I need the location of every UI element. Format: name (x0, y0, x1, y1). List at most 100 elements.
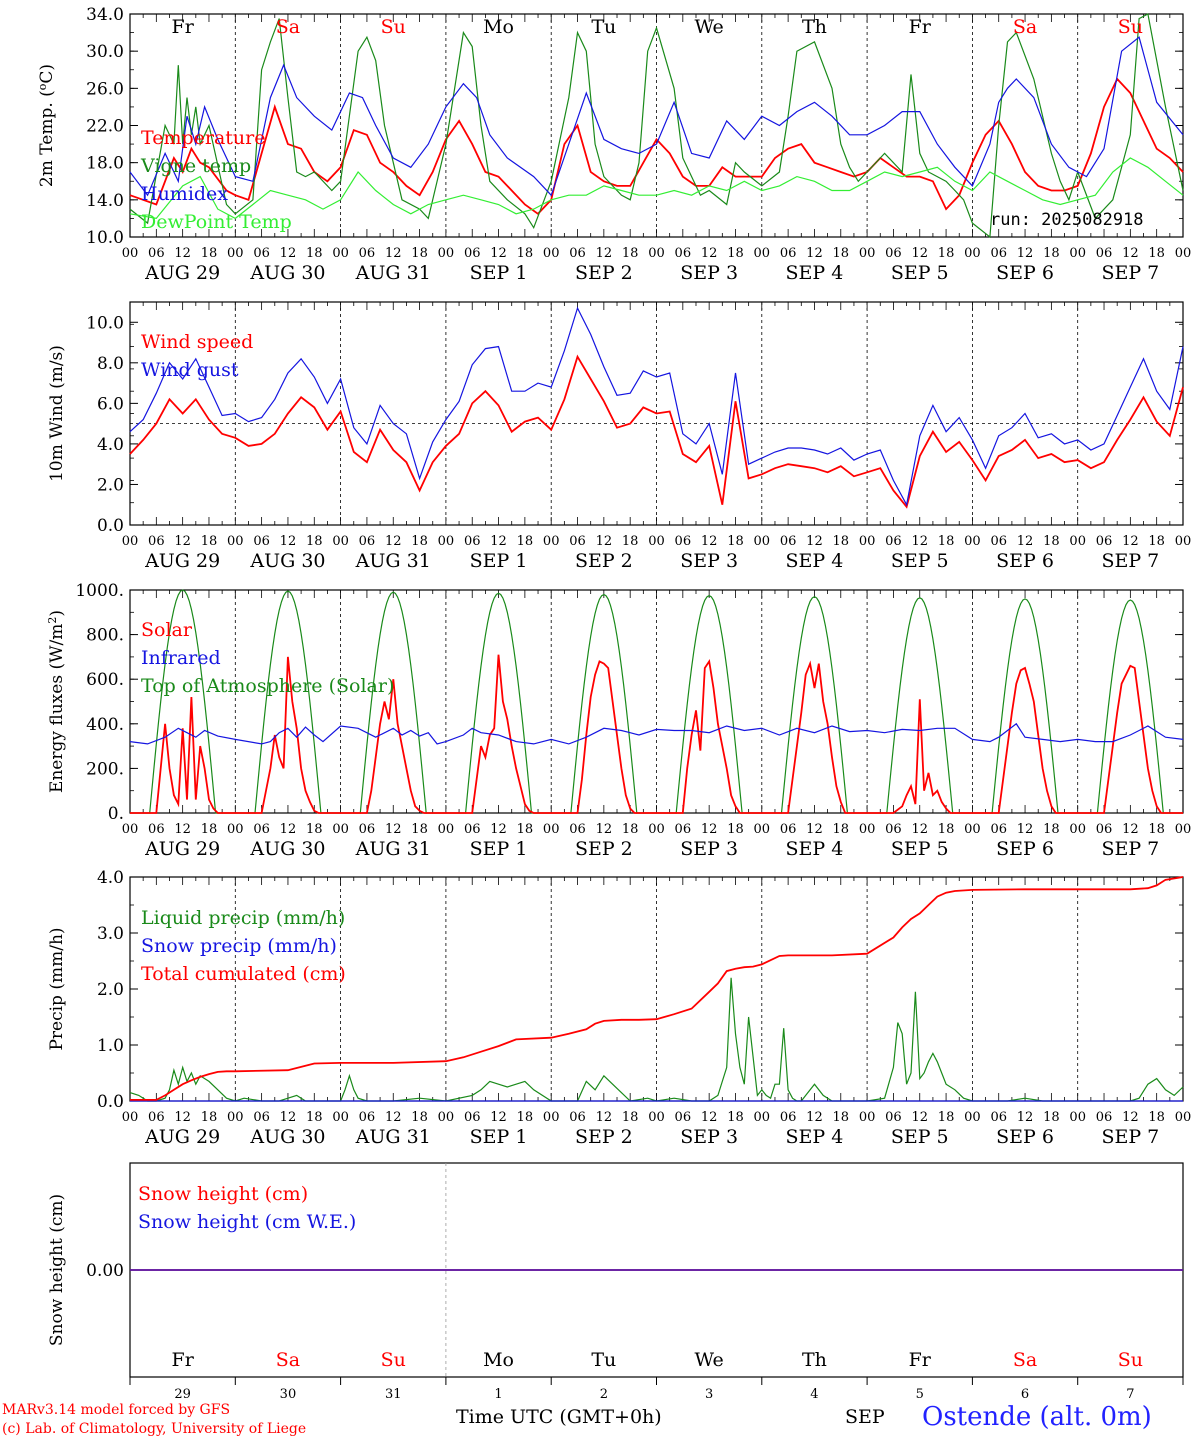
hour-tick-label: 12 (806, 246, 823, 261)
hour-tick-label: 00 (964, 1110, 981, 1125)
date-tick-label: AUG 30 (249, 550, 325, 572)
legend-entry: Humidex (141, 183, 228, 205)
legend-entry: Snow height (cm) (138, 1183, 308, 1205)
legend-entry: Snow precip (mm/h) (141, 935, 337, 957)
hour-tick-label: 12 (911, 246, 928, 261)
hour-tick-label: 06 (675, 1110, 692, 1125)
hour-tick-label: 00 (332, 534, 349, 549)
hour-tick-label: 18 (517, 1110, 534, 1125)
hour-tick-label: 06 (780, 534, 797, 549)
hour-tick-label: 12 (1122, 1110, 1139, 1125)
y-tick-label: 1.0 (97, 1036, 124, 1056)
hour-tick-label: 06 (780, 246, 797, 261)
hour-tick-label: 12 (911, 822, 928, 837)
weekday-label: We (695, 16, 724, 38)
hour-tick-label: 12 (806, 822, 823, 837)
hour-tick-label: 00 (859, 246, 876, 261)
y-tick-label: 0.0 (97, 1092, 124, 1112)
temperature-panel: 00 06 12 18 00 06 12 18 00 06 12 18 00 06 12 18 00 06 12 18… (36, 5, 1191, 284)
hour-tick-label: 00 (438, 534, 455, 549)
hour-tick-label: 12 (1122, 822, 1139, 837)
date-tick-label: SEP 1 (470, 550, 528, 572)
hour-tick-label: 12 (385, 1110, 402, 1125)
series-line-total-cumulated-cm (130, 876, 1184, 1101)
date-tick-label: SEP 1 (470, 262, 528, 284)
hour-tick-label: 00 (543, 1110, 560, 1125)
hour-tick-label: 12 (596, 822, 613, 837)
series-line-vigne-temp (129, 13, 1184, 239)
hour-tick-label: 12 (174, 822, 191, 837)
hour-tick-label: 00 (964, 822, 981, 837)
date-tick-label: SEP 4 (786, 262, 844, 284)
hour-tick-label: 06 (780, 1110, 797, 1125)
hour-tick-label: 06 (569, 1110, 586, 1125)
hour-tick-label: 12 (911, 534, 928, 549)
y-tick-label: 26.0 (86, 79, 124, 99)
hour-tick-label: 06 (148, 822, 165, 837)
weekday-label: Sa (1013, 16, 1037, 38)
hour-tick-label: 00 (1175, 1110, 1192, 1125)
hour-tick-label: 18 (727, 822, 744, 837)
hour-tick-label: 06 (253, 534, 270, 549)
hour-tick-label: 12 (806, 534, 823, 549)
hour-tick-label: 06 (148, 246, 165, 261)
hour-tick-label: 18 (727, 534, 744, 549)
date-tick-label: SEP 7 (1101, 550, 1159, 572)
hour-tick-label: 18 (201, 246, 218, 261)
hour-tick-label: 12 (280, 822, 297, 837)
weekday-label: Fr (909, 16, 932, 38)
hour-tick-label: 12 (385, 534, 402, 549)
hour-tick-label: 18 (411, 246, 428, 261)
weekday-label: Tu (591, 16, 616, 38)
hour-tick-label: 06 (1096, 534, 1113, 549)
hour-tick-label: 06 (780, 822, 797, 837)
hour-tick-label: 06 (1096, 246, 1113, 261)
hour-tick-label: 00 (122, 1110, 139, 1125)
hour-tick-label: 12 (385, 246, 402, 261)
series-line-top-of-atmosphere-solar (130, 589, 1183, 814)
hour-tick-label: 18 (1148, 1110, 1165, 1125)
date-tick-label: SEP 2 (575, 838, 633, 860)
hour-tick-label: 06 (990, 1110, 1007, 1125)
hour-tick-label: 00 (648, 1110, 665, 1125)
hour-tick-label: 00 (1175, 822, 1192, 837)
hour-tick-label: 18 (411, 534, 428, 549)
y-tick-label: 6.0 (97, 394, 124, 414)
y-tick-label: 0. (108, 804, 124, 824)
weekday-label: Su (381, 1349, 406, 1371)
hour-tick-label: 00 (227, 1110, 244, 1125)
date-tick-label: SEP 2 (575, 1126, 633, 1148)
date-tick-label: SEP 7 (1101, 262, 1159, 284)
hour-tick-label: 12 (385, 822, 402, 837)
y-tick-label: 600. (86, 670, 124, 690)
date-tick-label: SEP 5 (891, 262, 949, 284)
hour-tick-label: 00 (648, 822, 665, 837)
hour-tick-label: 00 (438, 822, 455, 837)
hour-tick-label: 12 (490, 1110, 507, 1125)
hour-tick-label: 18 (833, 246, 850, 261)
y-tick-label: 2.0 (97, 475, 124, 495)
hour-tick-label: 18 (306, 1110, 323, 1125)
hour-tick-label: 18 (622, 822, 639, 837)
hour-tick-label: 18 (1043, 534, 1060, 549)
hour-tick-label: 00 (543, 246, 560, 261)
series-line-liquid-precip-mm-h (129, 977, 1184, 1102)
hour-tick-label: 00 (754, 246, 771, 261)
weekday-label: Sa (1013, 1349, 1037, 1371)
legend-entry: Total cumulated (cm) (141, 963, 346, 985)
hour-tick-label: 12 (701, 822, 718, 837)
legend-entry: Top of Atmosphere (Solar) (141, 675, 394, 697)
day-number-label: 6 (1021, 1387, 1029, 1402)
date-tick-label: AUG 29 (144, 838, 220, 860)
hour-tick-label: 12 (1122, 246, 1139, 261)
date-tick-label: SEP 6 (996, 1126, 1054, 1148)
hour-tick-label: 18 (622, 1110, 639, 1125)
date-tick-label: SEP 5 (891, 1126, 949, 1148)
hour-tick-label: 00 (332, 822, 349, 837)
hour-tick-label: 18 (411, 822, 428, 837)
date-tick-label: SEP 7 (1101, 1126, 1159, 1148)
y-tick-label: 4.0 (97, 868, 124, 888)
date-tick-label: AUG 29 (144, 262, 220, 284)
hour-tick-label: 00 (964, 246, 981, 261)
date-tick-label: SEP 1 (470, 1126, 528, 1148)
